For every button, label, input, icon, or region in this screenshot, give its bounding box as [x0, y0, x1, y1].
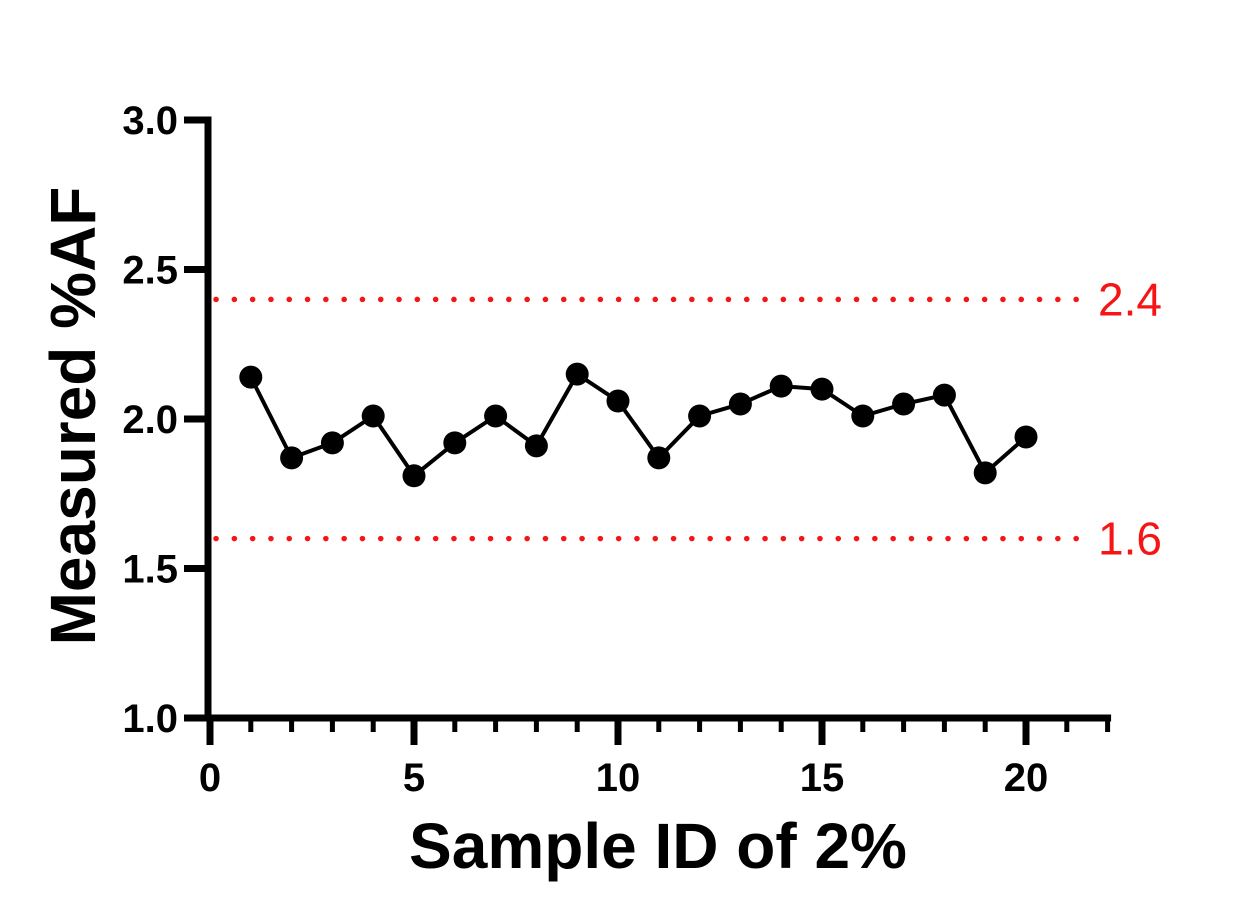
axes-layer [184, 116, 1112, 745]
x-tick-label: 0 [199, 756, 221, 800]
data-point [728, 392, 752, 416]
data-point [1014, 425, 1038, 449]
x-tick-label: 10 [596, 756, 641, 800]
data-point [443, 431, 467, 455]
data-point [565, 362, 589, 386]
data-point [851, 404, 875, 428]
x-axis-title: Sample ID of 2% [409, 810, 907, 882]
x-tick-label: 20 [1004, 756, 1049, 800]
data-point [484, 404, 508, 428]
data-point [361, 404, 385, 428]
data-point [688, 404, 712, 428]
data-point [769, 374, 793, 398]
reference-lines-layer: 2.4 1.6 [213, 273, 1162, 565]
y-tick-label: 1.5 [122, 548, 178, 592]
data-point [402, 464, 426, 488]
y-tick-label: 3.0 [122, 99, 178, 143]
data-point [647, 446, 671, 470]
x-tick-label: 5 [403, 756, 425, 800]
x-tick-label: 15 [800, 756, 845, 800]
data-point [320, 431, 344, 455]
data-point [932, 383, 956, 407]
data-point [606, 389, 630, 413]
data-point [524, 434, 548, 458]
limit-label: 2.4 [1098, 273, 1162, 325]
y-tick-label: 2.0 [122, 398, 178, 442]
y-axis-title: Measured %AF [37, 187, 109, 646]
y-tick-label: 1.0 [122, 697, 178, 741]
y-tick-label: 2.5 [122, 249, 178, 293]
limit-label: 1.6 [1098, 513, 1162, 565]
data-point [973, 461, 997, 485]
tick-labels-layer: 1.0 1.5 2.0 2.5 3.0 0 5 10 15 20 [122, 99, 1048, 800]
data-point [810, 377, 834, 401]
data-point [892, 392, 916, 416]
data-point [239, 365, 263, 389]
data-point [280, 446, 304, 470]
series-layer [239, 362, 1038, 488]
